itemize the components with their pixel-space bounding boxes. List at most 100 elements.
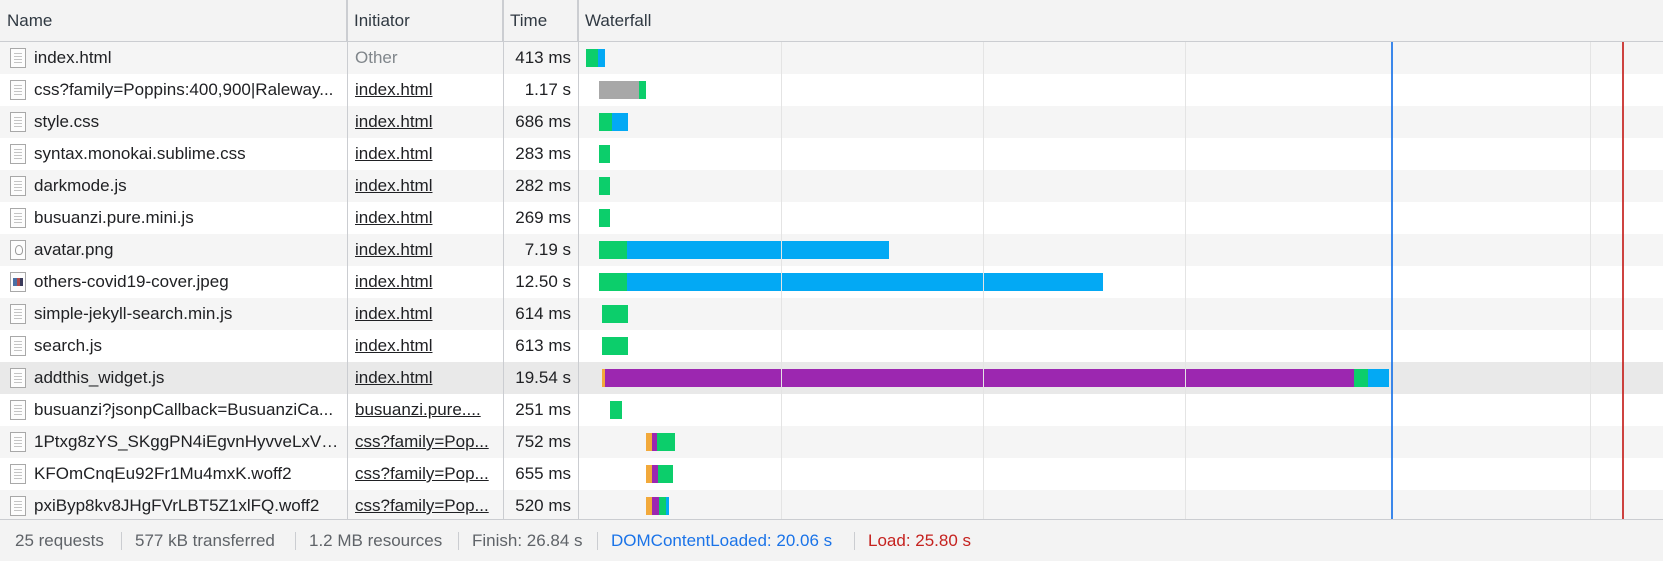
waterfall-bar-segment[interactable] [658, 465, 673, 483]
column-header-waterfall[interactable]: Waterfall [585, 11, 652, 30]
initiator-link[interactable]: css?family=Pop... [355, 432, 489, 451]
request-row[interactable]: search.js index.html 613 ms [0, 330, 1663, 362]
request-name[interactable]: css?family=Poppins:400,900|Raleway... [34, 80, 334, 99]
initiator-link[interactable]: index.html [355, 144, 433, 163]
initiator-link[interactable]: index.html [355, 80, 433, 99]
request-name[interactable]: syntax.monokai.sublime.css [34, 144, 246, 163]
initiator-link[interactable]: index.html [355, 208, 433, 227]
column-header-name[interactable]: Name [0, 0, 347, 42]
request-row[interactable]: 1Ptxg8zYS_SKggPN4iEgvnHyvveLxVv... css?fa… [0, 426, 1663, 458]
request-name[interactable]: index.html [34, 48, 112, 67]
request-time: 12.50 s [515, 272, 571, 291]
initiator-link[interactable]: busuanzi.pure.... [355, 400, 481, 419]
waterfall-bar-segment[interactable] [599, 241, 627, 259]
waterfall-bar-segment[interactable] [598, 49, 605, 67]
waterfall-bar-segment[interactable] [627, 241, 889, 259]
request-row[interactable]: busuanzi.pure.mini.js index.html 269 ms [0, 202, 1663, 234]
font-file-icon [10, 464, 26, 484]
column-header-initiator[interactable]: Initiator [347, 0, 503, 42]
initiator-link[interactable]: index.html [355, 112, 433, 131]
image-icon [10, 272, 26, 292]
request-row[interactable]: addthis_widget.js index.html 19.54 s [0, 362, 1663, 394]
waterfall-bar-segment[interactable] [666, 497, 669, 515]
domcontentloaded-time: DOMContentLoaded: 20.06 s [611, 531, 833, 550]
waterfall-bar-segment[interactable] [599, 209, 610, 227]
waterfall-bar-segment[interactable] [599, 177, 610, 195]
request-name[interactable]: search.js [34, 336, 103, 355]
column-divider[interactable] [578, 0, 579, 519]
waterfall-bar-segment[interactable] [599, 113, 612, 131]
waterfall-bar-segment[interactable] [605, 369, 1354, 387]
document-icon [10, 112, 26, 132]
summary-separator [295, 532, 296, 550]
request-row[interactable]: busuanzi?jsonpCallback=BusuanziCa... busu… [0, 394, 1663, 426]
summary-separator [597, 532, 598, 550]
waterfall-bar-segment[interactable] [659, 497, 666, 515]
request-name[interactable]: style.css [34, 112, 100, 131]
initiator-link[interactable]: index.html [355, 272, 433, 291]
request-row[interactable]: simple-jekyll-search.min.js index.html 614… [0, 298, 1663, 330]
request-name[interactable]: KFOmCnqEu92Fr1Mu4mxK.woff2 [34, 464, 292, 483]
summary-bar: 25 requests 577 kB transferred 1.2 MB re… [0, 519, 1663, 561]
initiator-text: Other [355, 48, 398, 67]
initiator-link[interactable]: index.html [355, 240, 433, 259]
waterfall-bar-segment[interactable] [652, 433, 657, 451]
request-row[interactable]: others-covid19-cover.jpeg index.html 12.50… [0, 266, 1663, 298]
request-name[interactable]: 1Ptxg8zYS_SKggPN4iEgvnHyvveLxVv... [34, 432, 342, 451]
waterfall-bar-segment[interactable] [602, 337, 628, 355]
waterfall-bar-segment[interactable] [646, 433, 652, 451]
waterfall-bar-segment[interactable] [657, 433, 675, 451]
request-row[interactable]: darkmode.js index.html 282 ms [0, 170, 1663, 202]
waterfall-bar-segment[interactable] [612, 113, 628, 131]
document-icon [10, 304, 26, 324]
request-row[interactable]: pxiByp8kv8JHgFVrLBT5Z1xlFQ.woff2 css?fami… [0, 490, 1663, 522]
waterfall-bar-segment[interactable] [652, 497, 659, 515]
transferred-size: 577 kB transferred [135, 531, 275, 550]
waterfall-bar-segment[interactable] [646, 497, 652, 515]
waterfall-bar-segment[interactable] [646, 465, 652, 483]
finish-time: Finish: 26.84 s [472, 531, 583, 550]
waterfall-bar-segment[interactable] [1354, 369, 1368, 387]
column-divider[interactable] [347, 0, 348, 519]
request-row[interactable]: syntax.monokai.sublime.css index.html 283 … [0, 138, 1663, 170]
request-time: 269 ms [515, 208, 571, 227]
request-row[interactable]: KFOmCnqEu92Fr1Mu4mxK.woff2 css?family=Pop… [0, 458, 1663, 490]
request-name[interactable]: busuanzi.pure.mini.js [34, 208, 194, 227]
waterfall-bar-segment[interactable] [1368, 369, 1389, 387]
waterfall-bar-segment[interactable] [652, 465, 658, 483]
initiator-link[interactable]: css?family=Pop... [355, 496, 489, 515]
waterfall-bar-segment[interactable] [599, 273, 627, 291]
request-name[interactable]: pxiByp8kv8JHgFVrLBT5Z1xlFQ.woff2 [34, 496, 320, 515]
initiator-link[interactable]: index.html [355, 176, 433, 195]
waterfall-gridline [1590, 42, 1591, 519]
initiator-link[interactable]: index.html [355, 336, 433, 355]
initiator-link[interactable]: index.html [355, 304, 433, 323]
waterfall-bar-segment[interactable] [639, 81, 646, 99]
request-name[interactable]: busuanzi?jsonpCallback=BusuanziCa... [34, 400, 334, 419]
waterfall-bar-segment[interactable] [586, 49, 598, 67]
waterfall-bar-segment[interactable] [627, 273, 1103, 291]
request-name[interactable]: darkmode.js [34, 176, 127, 195]
initiator-link[interactable]: index.html [355, 368, 433, 387]
waterfall-bar-segment[interactable] [602, 369, 605, 387]
request-name[interactable]: avatar.png [34, 240, 114, 259]
document-icon [10, 400, 26, 420]
request-time: 1.17 s [524, 80, 571, 99]
waterfall-bar-segment[interactable] [602, 305, 628, 323]
waterfall-bar-segment[interactable] [610, 401, 622, 419]
column-header-time[interactable]: Time [503, 0, 578, 42]
request-name[interactable]: simple-jekyll-search.min.js [34, 304, 233, 323]
initiator-link[interactable]: css?family=Pop... [355, 464, 489, 483]
request-name[interactable]: addthis_widget.js [34, 368, 165, 387]
column-divider[interactable] [503, 0, 504, 519]
request-row[interactable]: index.html Other 413 ms [0, 42, 1663, 74]
request-name[interactable]: others-covid19-cover.jpeg [34, 272, 229, 291]
request-time: 19.54 s [515, 368, 571, 387]
request-row[interactable]: css?family=Poppins:400,900|Raleway... ind… [0, 74, 1663, 106]
waterfall-bar-segment[interactable] [599, 145, 610, 163]
waterfall-bar-segment[interactable] [599, 81, 639, 99]
summary-separator [458, 532, 459, 550]
request-row[interactable]: style.css index.html 686 ms [0, 106, 1663, 138]
request-row[interactable]: avatar.png index.html 7.19 s [0, 234, 1663, 266]
